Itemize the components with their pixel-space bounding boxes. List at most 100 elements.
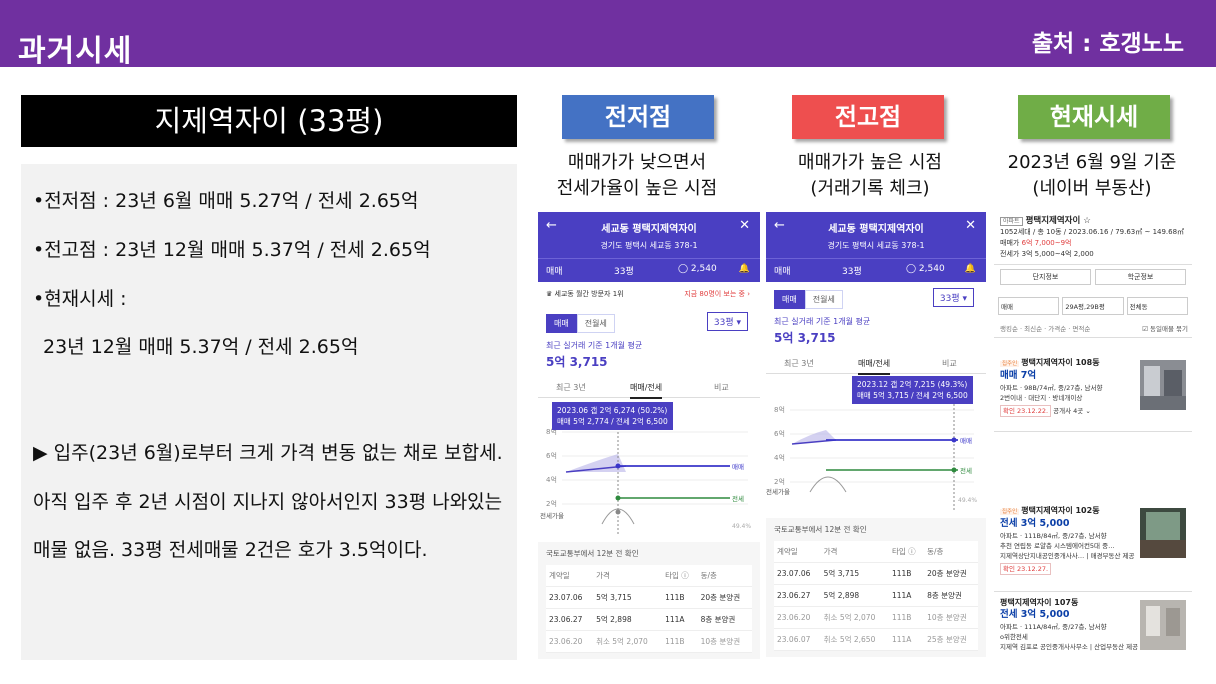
- tab-compare[interactable]: 비교: [714, 383, 729, 392]
- table-row[interactable]: 23.07.06 5억 3,715 111B 20층 분양권: [546, 586, 752, 609]
- app-header: ← 세교동 평택지제역자이 ✕ 경기도 평택시 세교동 378-1 매매 33평…: [766, 212, 986, 282]
- y-tick-6: 6억: [774, 430, 785, 438]
- price-basis: 최근 실거래 기준 1개월 평균: [546, 341, 643, 350]
- price-chart: 8억 6억 4억 2억 매매 전세 전세가율 49.4% 2023.06 갭 2…: [538, 398, 760, 538]
- price-chart: 8억 6억 4억 2억 매매 전세 전세가율 49.4% 2023.12 갭 2…: [766, 374, 986, 514]
- y-tick-4: 4억: [546, 476, 557, 484]
- y-tick-2: 2억: [774, 478, 785, 486]
- tab-trade-lease[interactable]: 매매/전세: [630, 382, 663, 399]
- comments-button[interactable]: ◯ 2,540: [678, 264, 717, 274]
- close-icon[interactable]: ✕: [965, 218, 976, 233]
- tab-lease[interactable]: 전월세: [804, 290, 843, 309]
- complex-name: 세교동 평택지제역자이: [601, 224, 697, 235]
- tab-compare[interactable]: 비교: [942, 359, 957, 368]
- table-row[interactable]: 23.07.06 5억 3,715 111B 20층 분양권: [774, 562, 978, 585]
- type-tag: 아파트: [1000, 217, 1023, 226]
- lease-rate-value: 49.4%: [958, 497, 977, 504]
- y-tick-8: 8억: [774, 406, 785, 414]
- listing-card[interactable]: 평택지제역자이 107동 전세 3억 5,000 아파트 · 111A/84㎡,…: [994, 594, 1192, 664]
- complex-summary: 아파트 평택지제역자이 ☆ 1052세대 / 총 10동 / 2023.06.16…: [994, 212, 1192, 265]
- tab-3-years[interactable]: 최근 3년: [784, 359, 814, 368]
- chart-tooltip: 2023.06 갭 2억 6,274 (50.2%) 매매 5억 2,774 /…: [552, 402, 673, 430]
- source-label: 출처 : 호갱노노: [1031, 31, 1184, 57]
- back-arrow-icon[interactable]: ←: [546, 218, 557, 233]
- listing-photo: [1140, 508, 1186, 558]
- table-row[interactable]: 23.06.27 5억 2,898 111A 8층 분양권: [774, 584, 978, 607]
- bullet-current-value: 23년 12월 매매 5.37억 / 전세 2.65억: [43, 336, 359, 358]
- slide-title: 과거시세: [18, 34, 133, 69]
- avg-price: 5억 3,715: [546, 355, 608, 369]
- complex-info: 1052세대 / 총 10동 / 2023.06.16 / 79.63㎡ ~ 1…: [1000, 228, 1185, 236]
- rate-point: [615, 509, 621, 515]
- app-header: ← 세교동 평택지제역자이 ✕ 경기도 평택시 세교동 378-1 매매 33평…: [538, 212, 760, 306]
- complex-name: 세교동 평택지제역자이: [828, 224, 924, 235]
- trade-type-select[interactable]: 매매: [546, 267, 563, 277]
- label-low-point: 전저점: [562, 95, 714, 139]
- bullet-high: •전고점 : 23년 12월 매매 5.37억 / 전세 2.65억: [33, 239, 431, 261]
- size-select[interactable]: 33평: [842, 267, 862, 277]
- complex-address: 경기도 평택시 세교동 378-1: [600, 241, 698, 250]
- tab-trade-lease[interactable]: 매매/전세: [858, 358, 891, 375]
- lease-range: 3억 5,000~4억 2,000: [1021, 250, 1094, 258]
- visit-rank: ♛ 세교동 월간 방문자 1위: [546, 290, 624, 298]
- tab-3-years[interactable]: 최근 3년: [556, 383, 586, 392]
- bell-icon[interactable]: 🔔: [738, 264, 750, 274]
- chart-tooltip: 2023.12 갭 2억 7,215 (49.3%) 매매 5억 3,715 /…: [852, 376, 973, 404]
- y-tick-2: 2억: [546, 500, 557, 508]
- viewers-link[interactable]: 지금 80명이 보는 중 ›: [684, 290, 750, 298]
- screenshot-high-point: ← 세교동 평택지제역자이 ✕ 경기도 평택시 세교동 378-1 매매 33평…: [766, 212, 986, 664]
- caption-current: 2023년 6월 9일 기준 (네이버 부동산): [1007, 152, 1177, 199]
- table-row[interactable]: 23.06.27 5억 2,898 111A 8층 분양권: [546, 608, 752, 631]
- transaction-table: 국토교통부에서 12분 전 확인 계약일 가격 타입 ⓘ 동/층 23.07.06 5억…: [538, 542, 760, 659]
- lease-rate-label: 전세가율: [540, 511, 564, 520]
- y-tick-6: 6억: [546, 452, 557, 460]
- back-arrow-icon[interactable]: ←: [774, 218, 785, 233]
- school-info-button[interactable]: 학군정보: [1095, 269, 1186, 285]
- sort-bar[interactable]: 랭킹순 · 최신순 · 가격순 · 면적순 ☑ 동일매물 묶기: [994, 319, 1192, 338]
- trade-type-select[interactable]: 매매: [774, 267, 791, 277]
- size-select[interactable]: 33평: [614, 267, 634, 277]
- caption-low-point: 매매가가 낮으면서 전세가율이 높은 시점: [556, 152, 718, 199]
- legend-trade: 매매: [732, 463, 744, 471]
- legend-lease: 전세: [732, 494, 744, 503]
- trade-point: [951, 437, 957, 443]
- listing-card[interactable]: 집주인 평택지제역자이 102동 전세 3억 5,000 아파트 · 111B/8…: [994, 502, 1192, 592]
- table-row[interactable]: 23.06.07 취소 5억 2,650 111A 25층 분양권: [774, 628, 978, 651]
- summary-box: •전저점 : 23년 6월 매매 5.27억 / 전세 2.65억 •전고점 :…: [21, 164, 517, 660]
- tab-trade[interactable]: 매매: [774, 290, 805, 309]
- comments-button[interactable]: ◯ 2,540: [906, 264, 945, 274]
- y-tick-4: 4억: [774, 454, 785, 462]
- tab-trade[interactable]: 매매: [546, 314, 577, 333]
- lease-rate-label: 전세가율: [766, 487, 790, 496]
- same-item-toggle[interactable]: ☑ 동일매물 묶기: [1142, 325, 1188, 333]
- size-dropdown[interactable]: 33평 ▾: [706, 312, 748, 331]
- size-dropdown[interactable]: 33평 ▾: [932, 288, 974, 307]
- table-caption: 국토교통부에서 12분 전 확인: [546, 549, 639, 558]
- close-icon[interactable]: ✕: [739, 218, 750, 233]
- chart-svg: 8억 6억 4억 2억 매매 전세 전세가율 49.4%: [766, 400, 977, 510]
- bell-icon[interactable]: 🔔: [964, 264, 976, 274]
- table-row[interactable]: 23.06.20 취소 5억 2,070 111B 10층 분양권: [546, 630, 752, 653]
- y-tick-8: 8억: [546, 428, 557, 436]
- screenshot-low-point: ← 세교동 평택지제역자이 ✕ 경기도 평택시 세교동 378-1 매매 33평…: [538, 212, 760, 664]
- lease-point: [615, 495, 621, 501]
- label-high-point: 전고점: [792, 95, 944, 139]
- filter-dong[interactable]: 전체동: [1126, 297, 1188, 315]
- price-basis: 최근 실거래 기준 1개월 평균: [774, 317, 871, 326]
- chart-svg: 8억 6억 4억 2억 매매 전세 전세가율 49.4%: [540, 424, 751, 534]
- trade-range: 6억 7,000~9억: [1021, 239, 1072, 247]
- listing-card[interactable]: 집주인 평택지제역자이 108동 매매 7억 아파트 · 98B/74㎡, 중/2…: [994, 354, 1192, 432]
- filter-size[interactable]: 29A평,29B평: [1062, 297, 1124, 315]
- tab-lease[interactable]: 전월세: [576, 314, 615, 333]
- legend-trade: 매매: [960, 437, 972, 445]
- filter-trade[interactable]: 매매: [998, 297, 1060, 315]
- avg-price: 5억 3,715: [774, 331, 836, 345]
- bullet-current: •현재시세 :: [33, 288, 127, 310]
- screenshot-current: 아파트 평택지제역자이 ☆ 1052세대 / 총 10동 / 2023.06.16…: [994, 212, 1192, 664]
- lease-rate-curve: [809, 476, 847, 493]
- listing-photo: [1140, 360, 1186, 410]
- table-row[interactable]: 23.06.20 취소 5억 2,070 111B 10층 분양권: [774, 606, 978, 629]
- complex-info-button[interactable]: 단지정보: [1000, 269, 1091, 285]
- lease-rate-curve: [601, 508, 635, 525]
- complex-name: 평택지제역자이 ☆: [1025, 216, 1091, 226]
